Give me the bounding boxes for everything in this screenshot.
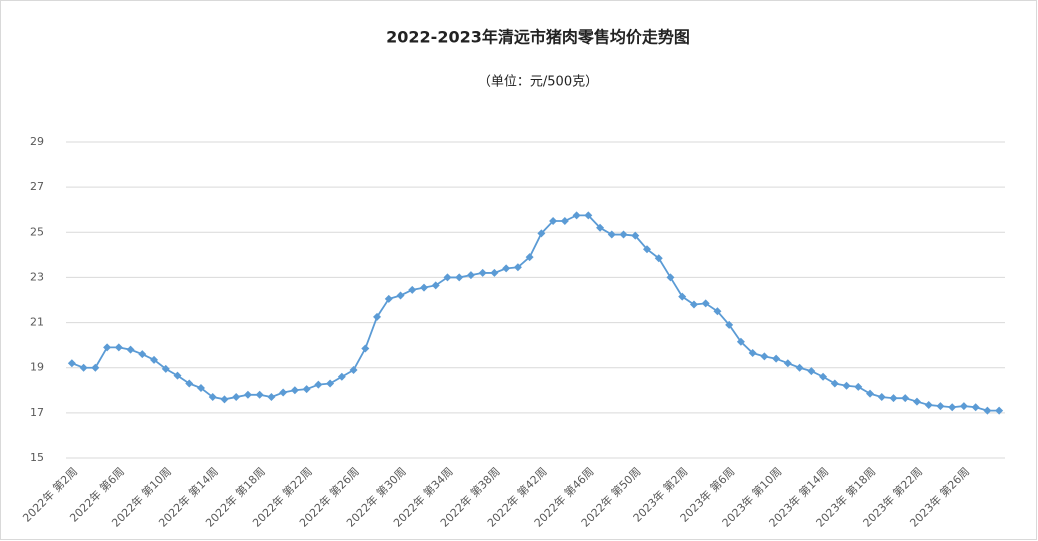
- point: [654, 254, 663, 263]
- point: [290, 386, 299, 395]
- point: [748, 349, 757, 358]
- point: [572, 211, 581, 220]
- point: [971, 403, 980, 412]
- point: [924, 400, 933, 409]
- point: [150, 355, 159, 364]
- y-tick-label: 21: [30, 316, 44, 329]
- point: [349, 365, 358, 374]
- y-tick-label: 29: [30, 135, 44, 148]
- point: [736, 337, 745, 346]
- point: [419, 283, 428, 292]
- point: [701, 299, 710, 308]
- point: [478, 268, 487, 277]
- point: [79, 363, 88, 372]
- point: [948, 403, 957, 412]
- point: [807, 367, 816, 376]
- point: [819, 372, 828, 381]
- point: [936, 402, 945, 411]
- point: [678, 292, 687, 301]
- point: [279, 388, 288, 397]
- point: [854, 382, 863, 391]
- point: [866, 389, 875, 398]
- point: [643, 245, 652, 254]
- point: [513, 263, 522, 272]
- point: [490, 268, 499, 277]
- point: [126, 345, 135, 354]
- y-tick-label: 23: [30, 270, 44, 283]
- point: [361, 344, 370, 353]
- point: [326, 379, 335, 388]
- point: [772, 354, 781, 363]
- y-tick-label: 27: [30, 180, 44, 193]
- point: [337, 372, 346, 381]
- point: [384, 294, 393, 303]
- point: [537, 229, 546, 238]
- point: [408, 285, 417, 294]
- point: [502, 264, 511, 273]
- point: [138, 350, 147, 359]
- point: [549, 217, 558, 225]
- point: [208, 393, 217, 402]
- point: [842, 381, 851, 390]
- point: [196, 384, 205, 393]
- point: [607, 230, 616, 239]
- point: [596, 223, 605, 232]
- point: [314, 380, 323, 389]
- point: [220, 395, 229, 404]
- point: [783, 359, 792, 368]
- chart-subtitle: （单位：元/500克）: [478, 75, 598, 90]
- point: [877, 393, 886, 402]
- point: [466, 271, 475, 280]
- point: [889, 394, 898, 403]
- y-tick-label: 15: [30, 451, 44, 464]
- chart-title: 2022-2023年清远市猪肉零售均价走势图: [386, 28, 690, 47]
- point: [302, 385, 311, 394]
- y-tick-label: 25: [30, 225, 44, 238]
- point: [255, 390, 264, 399]
- point: [67, 359, 76, 368]
- point: [983, 406, 992, 415]
- point: [901, 394, 910, 403]
- point: [760, 352, 769, 361]
- point: [267, 393, 276, 402]
- point: [114, 343, 123, 352]
- point: [373, 312, 382, 321]
- point: [995, 406, 1004, 415]
- point: [560, 217, 569, 225]
- point: [396, 291, 405, 300]
- point: [666, 273, 675, 282]
- point: [713, 307, 722, 316]
- point: [725, 320, 734, 329]
- y-tick-label: 17: [30, 406, 44, 419]
- point: [795, 363, 804, 372]
- point: [232, 393, 241, 402]
- point: [443, 273, 452, 282]
- point: [619, 230, 628, 239]
- point: [959, 402, 968, 411]
- point: [584, 211, 593, 220]
- point: [689, 300, 698, 309]
- point: [830, 379, 839, 388]
- y-tick-label: 19: [30, 361, 44, 374]
- point: [525, 253, 534, 262]
- point: [161, 364, 170, 373]
- point: [91, 363, 100, 372]
- point: [912, 397, 921, 406]
- point: [173, 371, 182, 380]
- point: [185, 379, 194, 388]
- point: [431, 281, 440, 290]
- point: [103, 343, 112, 352]
- point: [243, 390, 252, 399]
- point: [455, 273, 464, 282]
- point: [631, 231, 640, 240]
